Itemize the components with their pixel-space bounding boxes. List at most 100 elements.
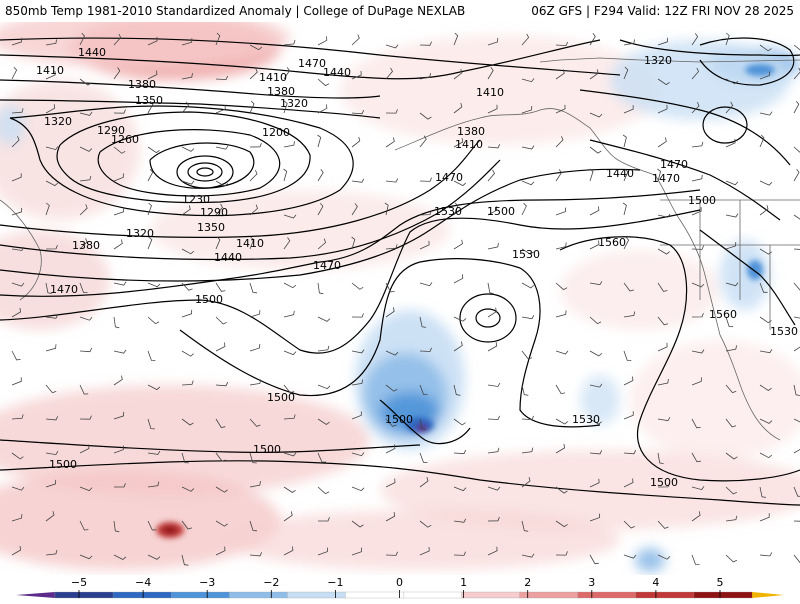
wind-barb <box>453 202 459 216</box>
wind-barb <box>11 136 20 148</box>
wind-barb <box>759 418 773 424</box>
contour-label: 1500 <box>650 476 678 489</box>
wind-barb <box>11 452 24 460</box>
colorbar-segment <box>345 591 405 599</box>
wind-barb <box>249 552 263 557</box>
wind-barb <box>589 240 600 250</box>
wind-barb <box>45 450 59 456</box>
wind-barb <box>79 111 93 116</box>
wind-barb <box>759 282 768 293</box>
wind-barb <box>759 349 773 354</box>
wind-barb <box>691 102 700 114</box>
wind-barb <box>453 274 464 284</box>
wind-barb <box>419 73 431 80</box>
wind-barb <box>11 246 25 251</box>
wind-barb <box>521 553 535 558</box>
wind-barb <box>113 67 121 80</box>
wind-barb <box>317 238 327 250</box>
wind-barb <box>623 376 634 386</box>
wind-barb <box>283 511 293 522</box>
wind-barb <box>419 347 432 352</box>
wind-barb <box>351 203 358 216</box>
wind-barb <box>487 546 498 556</box>
wind-barb <box>657 248 670 255</box>
wind-barb <box>555 41 569 47</box>
contour-label: 1230 <box>182 193 210 206</box>
wind-barb <box>79 282 88 293</box>
map-title: 850mb Temp 1981-2010 Standardized Anomal… <box>5 4 466 18</box>
wind-barb <box>351 411 362 420</box>
contour-label: 1260 <box>111 133 139 146</box>
wind-barb <box>215 316 227 325</box>
wind-barb <box>283 168 288 182</box>
wind-barb <box>249 204 258 216</box>
wind-barb <box>725 32 730 46</box>
wind-barb <box>657 554 671 560</box>
wind-barb <box>691 207 702 216</box>
wind-barb <box>521 105 533 114</box>
wind-barb <box>793 346 800 352</box>
wind-barb <box>657 37 668 46</box>
wind-barb <box>385 444 396 454</box>
colorbar-segment <box>519 591 579 599</box>
wind-barb <box>215 418 226 428</box>
wind-barb <box>487 37 499 46</box>
wind-barb <box>589 168 594 182</box>
wind-barb <box>249 418 261 427</box>
wind-barb <box>759 552 773 557</box>
map-header: 850mb Temp 1981-2010 Standardized Anomal… <box>0 0 800 22</box>
wind-barb <box>249 100 255 114</box>
wind-barb <box>453 518 467 523</box>
wind-barb <box>419 452 428 463</box>
wind-barb <box>657 520 669 529</box>
wind-barb <box>215 236 221 250</box>
wind-barb <box>657 316 669 326</box>
wind-barb <box>181 248 195 255</box>
wind-barb <box>793 486 800 497</box>
wind-barb <box>45 39 57 46</box>
wind-barb <box>45 282 52 294</box>
wind-barb <box>283 350 297 356</box>
wind-barb <box>487 307 497 318</box>
colorbar-segment <box>54 591 114 599</box>
wind-barb <box>691 174 703 182</box>
wind-barb <box>725 486 738 495</box>
wind-barb <box>657 452 664 464</box>
wind-barb <box>453 341 463 352</box>
wind-barb <box>385 44 399 49</box>
wind-barb <box>759 71 770 80</box>
colorbar-segment <box>287 591 347 599</box>
contour-label: 1530 <box>572 413 600 426</box>
wind-barb <box>623 168 629 182</box>
wind-barb <box>453 316 467 322</box>
wind-barb <box>589 206 600 216</box>
colorbar-canvas: −5 −4 −3 −2 −1 0 1 2 3 4 5 <box>16 576 784 599</box>
anomaly-shading <box>0 22 800 572</box>
wind-barb <box>623 520 635 529</box>
wind-barb <box>555 242 567 250</box>
wind-barb <box>79 415 92 420</box>
wind-barb <box>793 100 800 114</box>
wind-barb <box>215 180 229 187</box>
wind-barb <box>215 546 226 556</box>
wind-barb <box>521 520 529 532</box>
wind-barb <box>759 486 767 498</box>
wind-barb <box>181 309 193 318</box>
wind-barb <box>181 486 195 492</box>
wind-barb <box>385 109 398 114</box>
wind-barb <box>318 517 330 522</box>
wind-barb <box>11 66 18 80</box>
wind-barb <box>487 144 501 149</box>
wind-barb <box>691 554 700 565</box>
wind-barb <box>215 282 226 292</box>
wind-barb <box>181 38 193 46</box>
wind-barb <box>487 206 498 216</box>
wind-barb <box>521 415 534 421</box>
wind-barb <box>691 67 700 80</box>
wind-barb <box>215 486 228 493</box>
wind-barb <box>419 177 432 182</box>
wind-barb <box>181 101 189 114</box>
wind-barb <box>351 452 365 457</box>
wind-barb <box>487 415 500 420</box>
contour-label: 1350 <box>197 221 225 234</box>
